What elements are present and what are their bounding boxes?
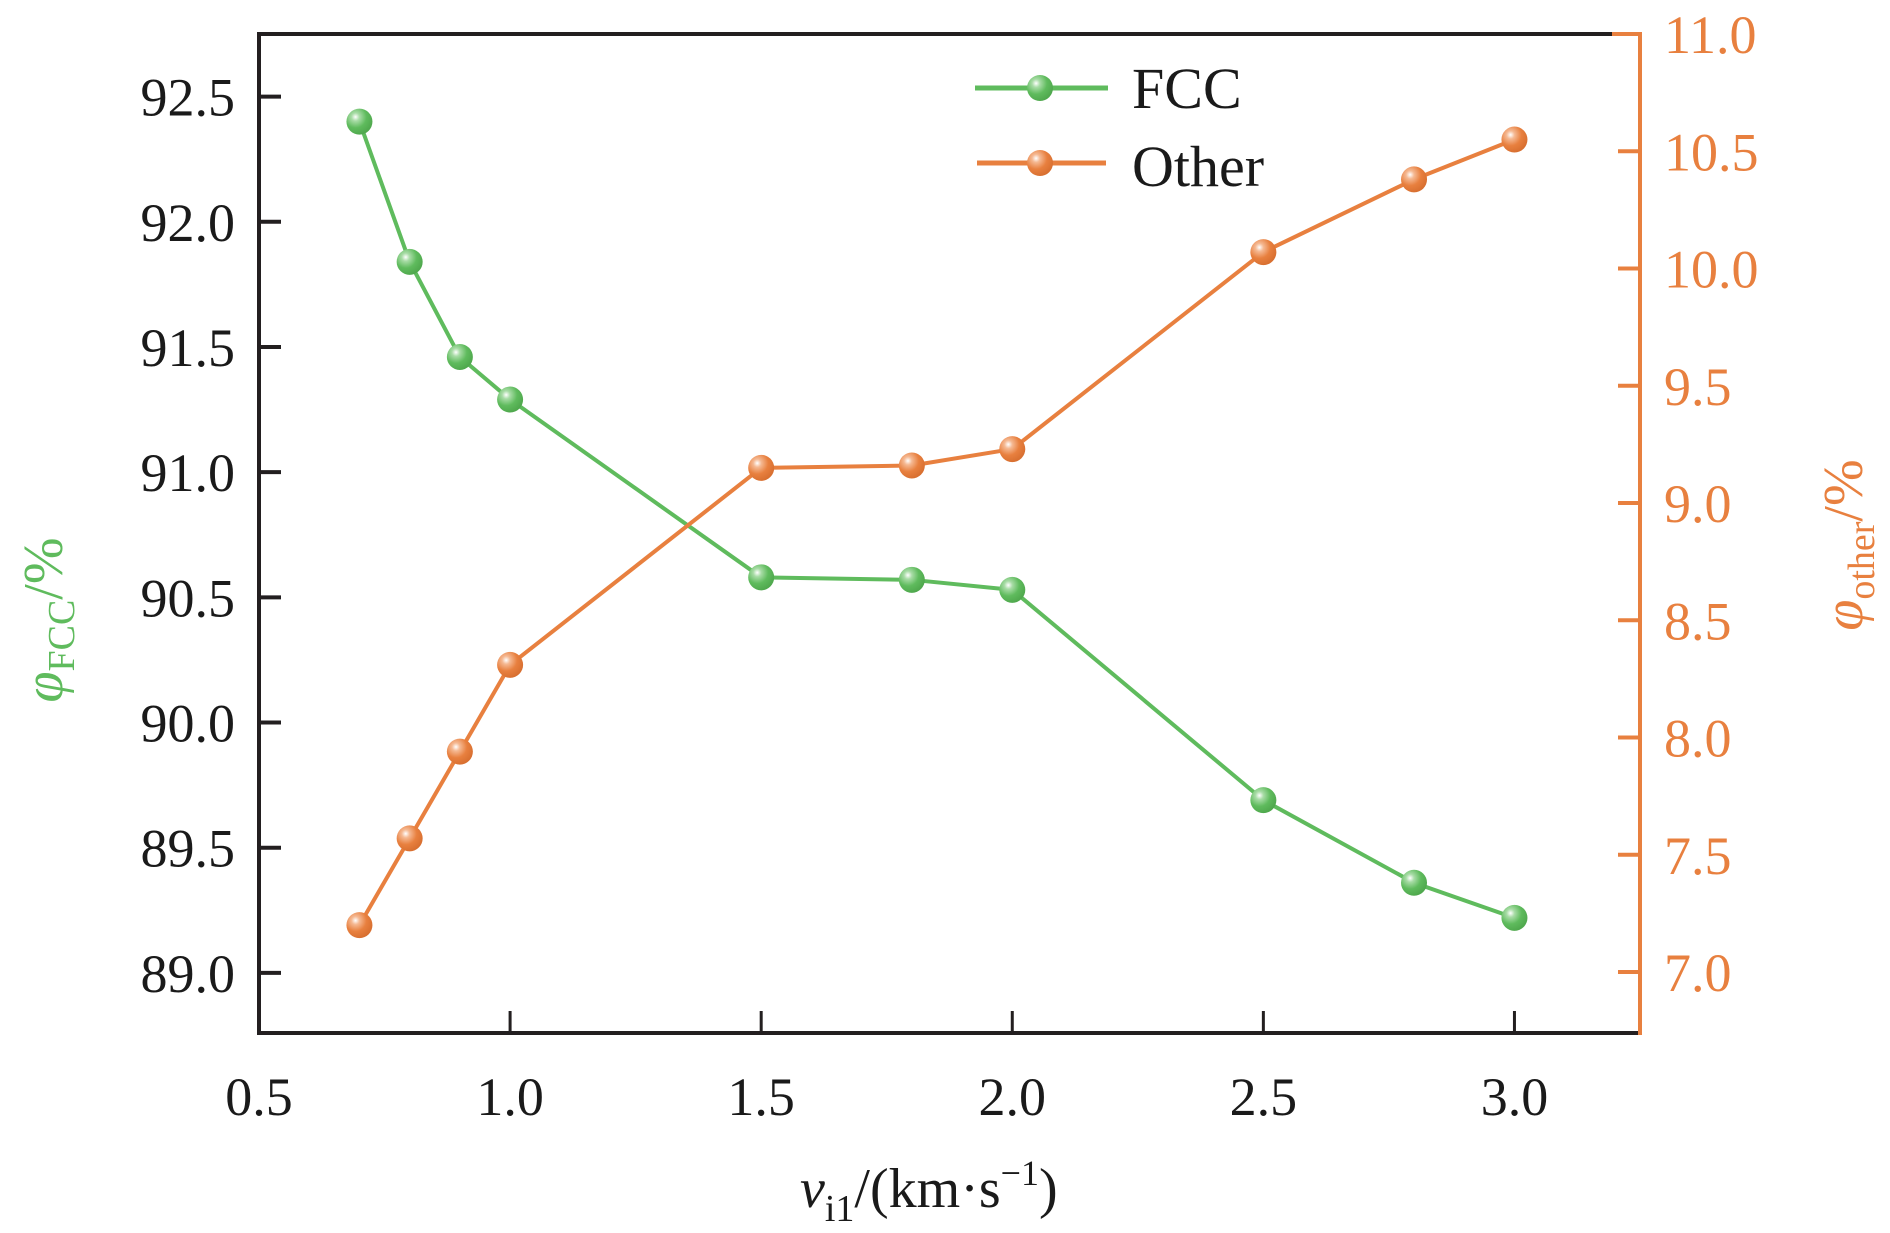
right-y-tick-label: 10.5 bbox=[1664, 122, 1759, 182]
left-y-tick-label: 92.5 bbox=[141, 68, 236, 128]
x-axis-title-close: ) bbox=[1039, 1158, 1058, 1220]
data-point-other bbox=[1501, 126, 1528, 153]
x-tick-label: 1.5 bbox=[727, 1067, 795, 1127]
data-point-fcc bbox=[748, 564, 775, 591]
right-y-tick-label: 7.0 bbox=[1664, 943, 1732, 1003]
x-tick-label: 3.0 bbox=[1481, 1067, 1549, 1127]
x-tick-label: 2.5 bbox=[1230, 1067, 1298, 1127]
right-y-axis-title-subscript: other bbox=[1841, 521, 1883, 599]
x-tick-label: 1.0 bbox=[476, 1067, 544, 1127]
x-axis-title-subscript: i1 bbox=[825, 1188, 855, 1230]
legend: FCC Other bbox=[975, 56, 1264, 199]
left-y-axis-title-unit: /% bbox=[13, 537, 75, 599]
left-y-tick-label: 90.5 bbox=[141, 568, 236, 628]
data-point-fcc bbox=[898, 566, 925, 593]
series-line-other bbox=[357, 137, 1516, 927]
right-y-tick-label: 7.5 bbox=[1664, 826, 1732, 886]
data-point-fcc bbox=[1401, 869, 1428, 896]
data-point-other bbox=[346, 912, 373, 939]
x-tick-label: 2.0 bbox=[979, 1067, 1047, 1127]
right-y-axis-title-symbol: φ bbox=[1813, 600, 1875, 631]
plot-frame bbox=[257, 32, 1642, 1035]
right-y-tick-label: 8.0 bbox=[1664, 709, 1732, 769]
legend-marker-other bbox=[1027, 150, 1053, 176]
right-y-tick-label: 9.0 bbox=[1664, 474, 1732, 534]
left-y-tick-label: 89.0 bbox=[141, 944, 236, 1004]
left-y-tick-label: 91.0 bbox=[141, 443, 236, 503]
data-point-fcc bbox=[346, 108, 373, 135]
right-y-tick-label: 10.0 bbox=[1664, 240, 1759, 300]
data-point-other bbox=[396, 825, 423, 852]
data-point-fcc bbox=[497, 386, 524, 413]
series-fcc bbox=[346, 108, 1528, 931]
legend-label-other: Other bbox=[1132, 134, 1264, 199]
x-axis-title-symbol: v bbox=[800, 1158, 825, 1220]
x-axis-title: vi1/(km·s−1) bbox=[800, 1153, 1058, 1230]
data-point-fcc bbox=[1250, 787, 1277, 814]
left-y-axis-title-subscript: FCC bbox=[41, 600, 83, 672]
x-axis-title-unit: /(km·s bbox=[854, 1158, 1000, 1220]
data-point-fcc bbox=[396, 248, 423, 275]
data-point-other bbox=[748, 454, 775, 481]
data-point-other bbox=[497, 651, 524, 678]
data-point-other bbox=[1250, 239, 1277, 266]
x-axis-ticks: 0.5 1.0 1.5 2.0 2.5 3.0 bbox=[225, 1011, 1548, 1127]
right-y-tick-label: 11.0 bbox=[1664, 5, 1757, 65]
left-y-axis-title: φFCC/% bbox=[13, 537, 83, 702]
right-y-axis-ticks: 7.0 7.5 8.0 8.5 9.0 9.5 10.0 10.5 11.0 bbox=[1618, 5, 1759, 1003]
legend-item-fcc: FCC bbox=[975, 56, 1242, 121]
series-other bbox=[346, 126, 1528, 939]
legend-marker-fcc bbox=[1027, 75, 1053, 101]
x-tick-label: 0.5 bbox=[225, 1067, 293, 1127]
legend-label-fcc: FCC bbox=[1132, 56, 1242, 121]
left-y-tick-label: 91.5 bbox=[141, 318, 236, 378]
right-y-axis-title-unit: /% bbox=[1813, 459, 1875, 521]
x-axis-title-superscript: −1 bbox=[1001, 1153, 1039, 1193]
data-point-other bbox=[1401, 166, 1428, 193]
data-point-fcc bbox=[446, 343, 473, 370]
left-y-tick-label: 92.0 bbox=[141, 193, 236, 253]
right-y-tick-label: 8.5 bbox=[1664, 591, 1732, 651]
data-point-fcc bbox=[999, 576, 1026, 603]
series-line-fcc bbox=[357, 120, 1516, 920]
legend-item-other: Other bbox=[977, 134, 1264, 199]
data-point-other bbox=[999, 436, 1026, 463]
data-point-other bbox=[898, 452, 925, 479]
left-y-axis-ticks: 89.0 89.5 90.0 90.5 91.0 91.5 92.0 92.5 bbox=[141, 68, 281, 1004]
left-y-tick-label: 90.0 bbox=[141, 694, 236, 754]
right-y-tick-label: 9.5 bbox=[1664, 357, 1732, 417]
series-layer bbox=[346, 108, 1528, 939]
left-y-axis-title-symbol: φ bbox=[13, 672, 75, 703]
left-y-tick-label: 89.5 bbox=[141, 819, 236, 879]
right-y-axis-title: φother/% bbox=[1813, 459, 1883, 630]
data-point-fcc bbox=[1501, 904, 1528, 931]
data-point-other bbox=[446, 738, 473, 765]
